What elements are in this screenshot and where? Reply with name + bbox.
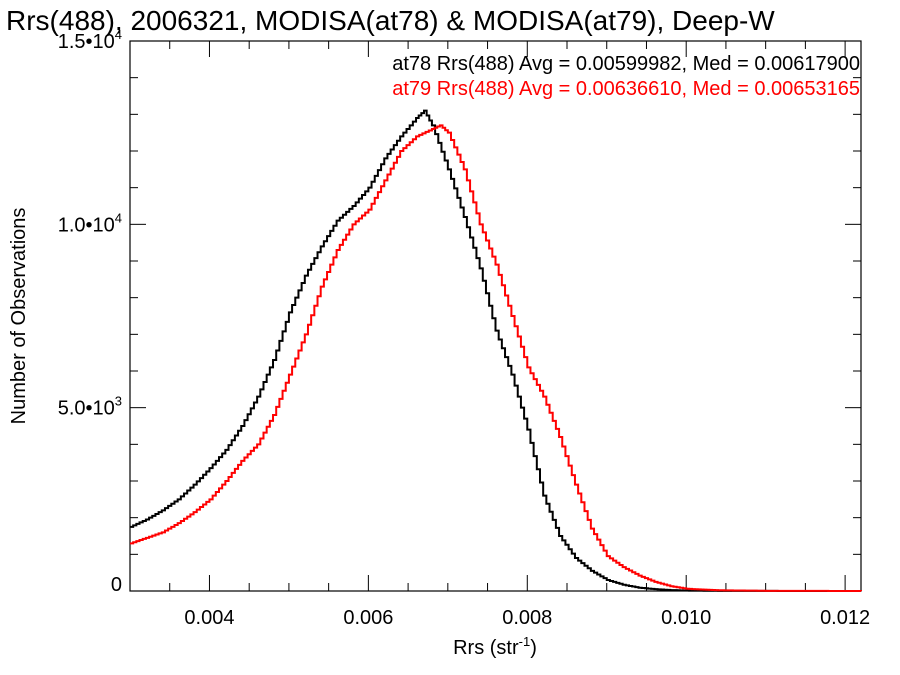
y-tick-label-main: 1.5•10 <box>58 31 115 53</box>
x-axis-label-main: Rrs (str <box>453 637 519 659</box>
y-tick-label-exponent: 3 <box>115 394 122 409</box>
series-layer <box>130 109 862 592</box>
x-axis-label-close: ) <box>530 637 537 659</box>
x-axis-label-superscript: -1 <box>519 634 531 649</box>
x-tick-label: 0.010 <box>661 607 711 629</box>
y-tick-label: 5.0•103 <box>58 394 122 420</box>
y-tick-label-main: 5.0•10 <box>58 398 115 420</box>
y-tick-label-main: 0 <box>111 574 122 596</box>
legend-entry-2: at79 Rrs(488) Avg = 0.00636610, Med = 0.… <box>392 78 860 100</box>
y-tick-label-exponent: 4 <box>115 210 122 225</box>
x-tick-label: 0.004 <box>184 607 234 629</box>
legend: at78 Rrs(488) Avg = 0.00599982, Med = 0.… <box>392 53 860 100</box>
plot-area <box>129 40 862 592</box>
series-line-1 <box>130 109 861 592</box>
y-tick-label-exponent: 4 <box>115 27 122 42</box>
series-line-2 <box>130 124 862 592</box>
legend-entry-1: at78 Rrs(488) Avg = 0.00599982, Med = 0.… <box>392 53 860 75</box>
y-tick-label-main: 1.0•10 <box>58 214 115 236</box>
x-tick-label: 0.008 <box>502 607 552 629</box>
y-tick-label: 1.5•104 <box>58 27 122 53</box>
x-axis-label: Rrs (str-1) <box>453 634 537 659</box>
y-tick-label: 1.0•104 <box>58 210 122 236</box>
plot-frame <box>129 40 862 592</box>
y-axis-label: Number of Observations <box>8 208 30 425</box>
chart-title: Rrs(488), 2006321, MODISA(at78) & MODISA… <box>6 5 775 36</box>
y-tick-label: 0 <box>111 574 122 596</box>
x-tick-label: 0.012 <box>820 607 870 629</box>
axis-ticks <box>129 40 861 592</box>
x-tick-labels: 0.004 0.006 0.008 0.010 0.012 <box>184 607 870 629</box>
x-tick-label: 0.006 <box>343 607 393 629</box>
